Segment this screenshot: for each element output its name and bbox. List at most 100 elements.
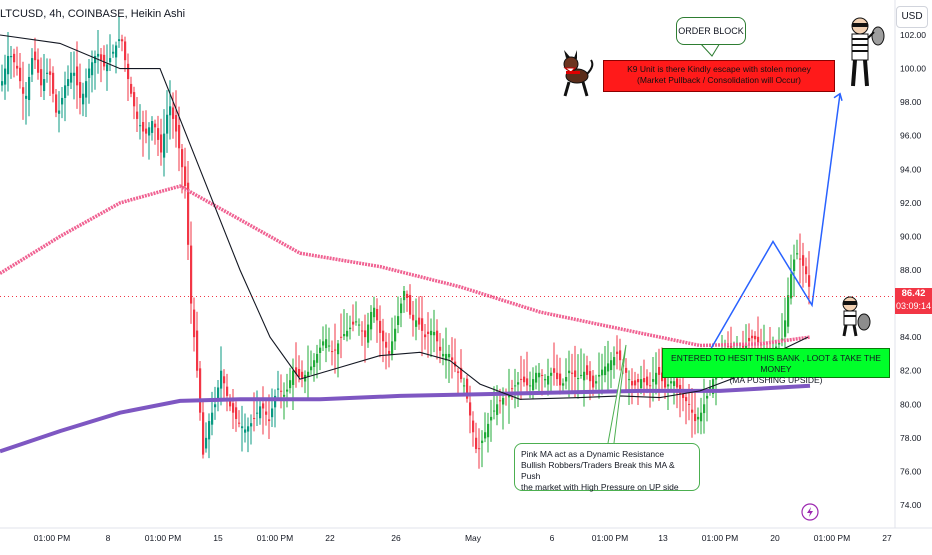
candle-body bbox=[607, 363, 610, 372]
order-block-note: ORDER BLOCK bbox=[676, 17, 746, 45]
candle-body bbox=[685, 397, 688, 402]
candle-body bbox=[532, 379, 535, 391]
candle-body bbox=[385, 341, 388, 348]
candle-body bbox=[4, 68, 7, 85]
candle-body bbox=[172, 107, 175, 119]
candle-body bbox=[421, 318, 424, 331]
candle-body bbox=[637, 379, 640, 383]
candle-body bbox=[256, 412, 259, 414]
candle-body bbox=[166, 114, 169, 134]
candle-body bbox=[82, 93, 85, 105]
candle-body bbox=[751, 335, 754, 339]
candle-body bbox=[460, 367, 463, 380]
entry-line-2: (MA PUSHING UPSIDE) bbox=[729, 375, 823, 385]
candle-body bbox=[745, 344, 748, 348]
candle-body bbox=[313, 360, 316, 368]
candle-body bbox=[439, 346, 442, 351]
candle-body bbox=[370, 311, 373, 330]
candle-body bbox=[16, 65, 19, 69]
guard-dog-icon bbox=[563, 50, 594, 97]
candle-body bbox=[226, 386, 229, 396]
x-tick-label: 20 bbox=[770, 533, 780, 543]
y-tick-label: 82.00 bbox=[900, 366, 922, 376]
candle-body bbox=[565, 377, 568, 382]
candle-body bbox=[349, 327, 352, 330]
x-tick-label: 15 bbox=[213, 533, 223, 543]
lightning-icon[interactable] bbox=[801, 503, 819, 521]
candle-body bbox=[142, 122, 145, 132]
price-axis: 74.0076.0078.0080.0082.0084.0086.0088.00… bbox=[900, 30, 926, 510]
candle-body bbox=[556, 372, 559, 380]
candle-body bbox=[616, 351, 619, 354]
candle-body bbox=[34, 51, 37, 61]
y-tick-label: 78.00 bbox=[900, 433, 922, 443]
y-tick-label: 76.00 bbox=[900, 466, 922, 476]
candle-body bbox=[691, 409, 694, 413]
candle-body bbox=[574, 370, 577, 378]
candle-body bbox=[433, 331, 436, 336]
candle-body bbox=[619, 350, 622, 361]
candle-body bbox=[571, 372, 574, 374]
candle-body bbox=[688, 403, 691, 405]
candle-body bbox=[499, 400, 502, 402]
time-axis: 01:00 PM 8 01:00 PM 15 01:00 PM 22 26 May 6 01:00… bbox=[34, 533, 892, 543]
candle-body bbox=[175, 115, 178, 132]
candle-body bbox=[22, 87, 25, 94]
candle-body bbox=[364, 330, 367, 338]
y-tick-label: 74.00 bbox=[900, 500, 922, 510]
candle-body bbox=[154, 123, 157, 128]
candle-body bbox=[325, 339, 328, 349]
candle-body bbox=[40, 69, 43, 86]
candle-body bbox=[55, 94, 58, 113]
candle-body bbox=[799, 258, 802, 260]
candle-body bbox=[358, 324, 361, 326]
k9-line-1: K9 Unit is there Kindly escape with stol… bbox=[627, 64, 811, 74]
candle-body bbox=[133, 92, 136, 107]
candle-body bbox=[502, 397, 505, 405]
candle-body bbox=[646, 376, 649, 386]
candle-body bbox=[598, 374, 601, 377]
candle-body bbox=[391, 341, 394, 355]
candle-body bbox=[316, 353, 319, 363]
candle-body bbox=[778, 342, 781, 345]
projection-arrow bbox=[707, 92, 843, 355]
candle-body bbox=[298, 368, 301, 378]
x-tick-label: 6 bbox=[550, 533, 555, 543]
candle-body bbox=[469, 402, 472, 416]
currency-button[interactable]: USD bbox=[896, 6, 928, 28]
candle-body bbox=[553, 368, 556, 373]
candle-body bbox=[199, 368, 202, 413]
candle-body bbox=[568, 370, 571, 374]
y-tick-label: 80.00 bbox=[900, 399, 922, 409]
candle-body bbox=[487, 423, 490, 438]
candle-body bbox=[382, 330, 385, 342]
candle-body bbox=[250, 423, 253, 427]
candle-body bbox=[202, 412, 205, 455]
candle-body bbox=[676, 378, 679, 388]
candle-body bbox=[361, 330, 364, 332]
candle-body bbox=[97, 53, 100, 57]
candle-body bbox=[538, 372, 541, 378]
candle-body bbox=[343, 333, 346, 337]
candle-body bbox=[376, 308, 379, 321]
candle-body bbox=[388, 350, 391, 354]
candle-body bbox=[604, 366, 607, 376]
candle-body bbox=[580, 374, 583, 376]
candle-body bbox=[673, 381, 676, 387]
candle-body bbox=[241, 426, 244, 429]
candle-body bbox=[28, 76, 31, 101]
candles bbox=[1, 16, 811, 469]
candle-body bbox=[184, 166, 187, 187]
x-tick-label: 27 bbox=[882, 533, 892, 543]
y-tick-label: 100.00 bbox=[900, 64, 926, 74]
x-tick-label: 13 bbox=[658, 533, 668, 543]
candle-body bbox=[13, 53, 16, 63]
candle-body bbox=[217, 387, 220, 400]
candle-body bbox=[109, 58, 112, 63]
candle-body bbox=[481, 440, 484, 444]
projection-line[interactable] bbox=[707, 93, 841, 355]
candle-body bbox=[64, 85, 67, 99]
symbol-title[interactable]: LTCUSD, 4h, COINBASE, Heikin Ashi bbox=[0, 8, 186, 20]
